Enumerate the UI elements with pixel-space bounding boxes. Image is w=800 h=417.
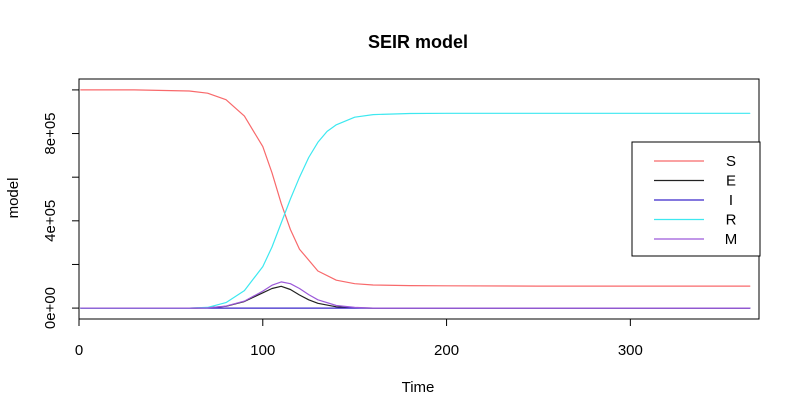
- series-line-s: [80, 89, 751, 287]
- x-tick-label: 100: [250, 342, 275, 359]
- legend-label-s: S: [726, 153, 736, 170]
- chart-title: SEIR model: [368, 32, 468, 52]
- y-tick-label: 8e+05: [42, 112, 59, 154]
- y-axis: 0e+00 4e+05 8e+05: [42, 89, 80, 329]
- x-tick-label: 300: [618, 342, 643, 359]
- legend-label-m: M: [725, 231, 738, 248]
- x-axis-label: Time: [402, 379, 435, 396]
- x-axis: 0 100 200 300: [75, 318, 643, 359]
- legend-label-r: R: [726, 212, 737, 229]
- legend-label-i: I: [729, 192, 733, 209]
- legend-label-e: E: [726, 173, 736, 190]
- series-line-m: [80, 281, 751, 309]
- y-tick-label: 4e+05: [42, 200, 59, 242]
- y-axis-label: model: [5, 178, 22, 219]
- y-tick-label: 0e+00: [42, 287, 59, 329]
- series-line-e: [80, 285, 751, 309]
- series-layer: [80, 89, 751, 309]
- series-line-r: [80, 112, 751, 309]
- x-tick-label: 0: [75, 342, 83, 359]
- x-tick-label: 200: [434, 342, 459, 359]
